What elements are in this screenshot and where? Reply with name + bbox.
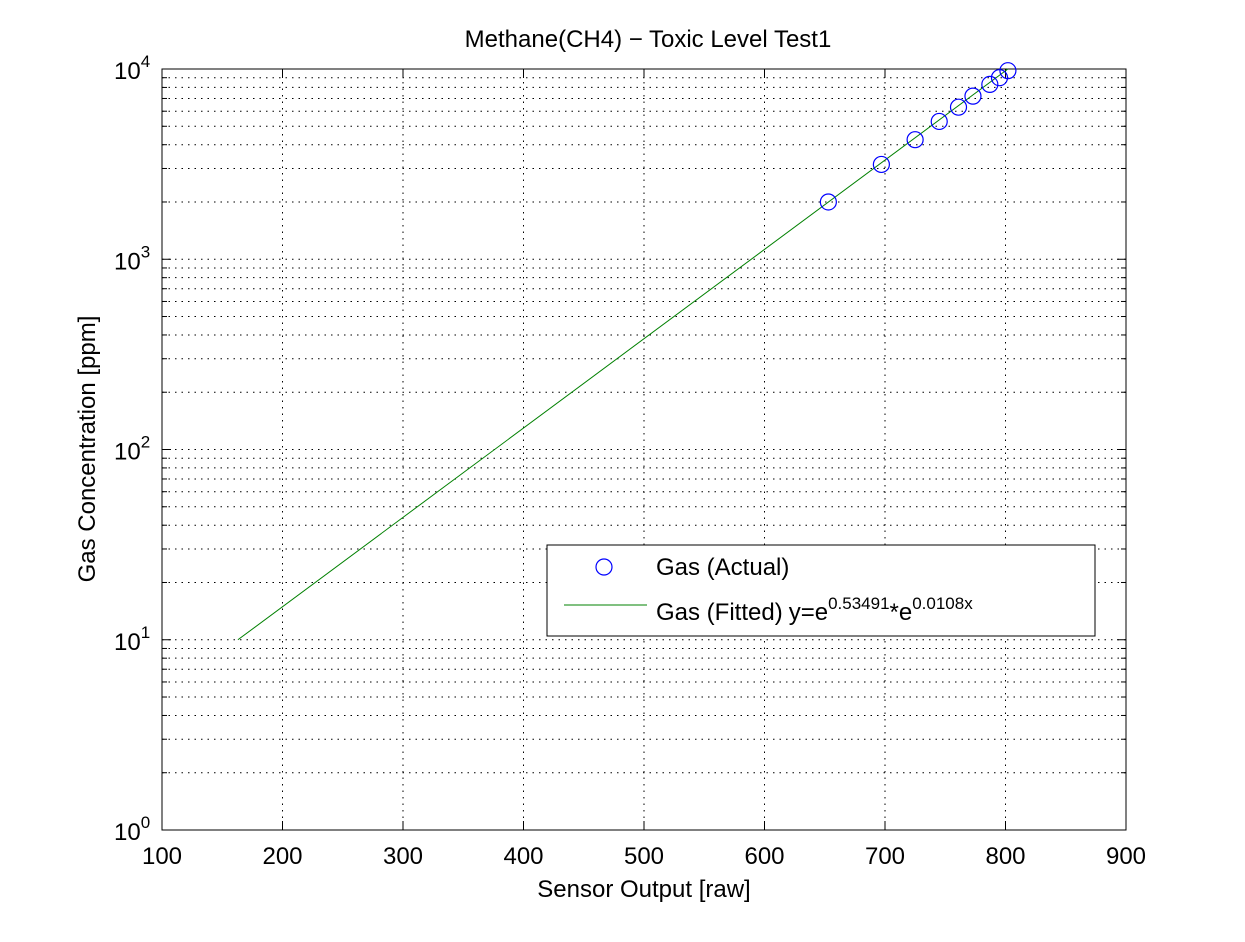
x-axis-label: Sensor Output [raw] [537, 876, 750, 903]
legend-label-actual: Gas (Actual) [656, 554, 789, 581]
legend-fitted-eq-start: y=e [789, 599, 828, 626]
y-tick-label-exponent: 3 [141, 242, 150, 261]
data-point [930, 112, 948, 131]
y-tick-label: 100 [114, 813, 150, 846]
data-point [964, 87, 982, 105]
chart-title: Methane(CH4) − Toxic Level Test1 [465, 26, 832, 53]
y-tick-label: 103 [114, 242, 150, 275]
x-tick-label: 600 [744, 843, 784, 870]
y-tick-label-exponent: 2 [141, 433, 150, 452]
y-axis-label: Gas Concentration [ppm] [74, 316, 101, 583]
legend-box [546, 544, 1096, 637]
x-tick-label: 300 [383, 843, 423, 870]
data-point [981, 75, 999, 93]
x-tick-label: 400 [503, 843, 543, 870]
y-tick-label-exponent: 4 [141, 52, 150, 71]
ticks [161, 68, 1127, 831]
actual-series [819, 62, 1017, 211]
legend: Gas (Actual) Gas (Fitted) y=e0.53491*e0.0… [546, 544, 1096, 637]
data-point [819, 193, 837, 211]
y-tick-label: 101 [114, 623, 150, 656]
x-tick-label: 500 [624, 843, 664, 870]
y-tick-label-base: 10 [114, 58, 141, 85]
x-tick-label: 700 [865, 843, 905, 870]
x-tick-label: 100 [142, 843, 182, 870]
data-point [949, 98, 968, 116]
data-point [999, 62, 1017, 80]
fitted-line [237, 68, 1009, 641]
y-tick-label-base: 10 [114, 248, 141, 275]
legend-marker-actual [595, 558, 613, 576]
y-tick-label-base: 10 [114, 629, 141, 656]
legend-fitted-eq-mid: *e [890, 599, 913, 626]
x-tick-label: 900 [1106, 843, 1146, 870]
y-tick-label-exponent: 1 [141, 623, 150, 642]
y-tick-label-base: 10 [114, 819, 141, 846]
x-tick-labels: 100 200 300 400 500 600 700 800 900 [142, 843, 1146, 870]
legend-fitted-exp1: 0.53491 [828, 594, 889, 613]
fitted-series [237, 68, 1009, 641]
x-tick-label: 200 [262, 843, 302, 870]
legend-fitted-name: Gas (Fitted) [656, 599, 783, 626]
legend-label-fitted: Gas (Fitted) y=e0.53491*e0.0108x [656, 594, 973, 626]
legend-fitted-exp2: 0.0108x [912, 594, 973, 613]
y-tick-label: 104 [114, 52, 150, 85]
data-point [906, 131, 924, 149]
data-point [872, 155, 890, 174]
y-tick-label-exponent: 0 [141, 813, 150, 832]
x-tick-label: 800 [985, 843, 1025, 870]
y-tick-label-base: 10 [114, 439, 141, 466]
y-tick-label: 102 [114, 433, 150, 466]
